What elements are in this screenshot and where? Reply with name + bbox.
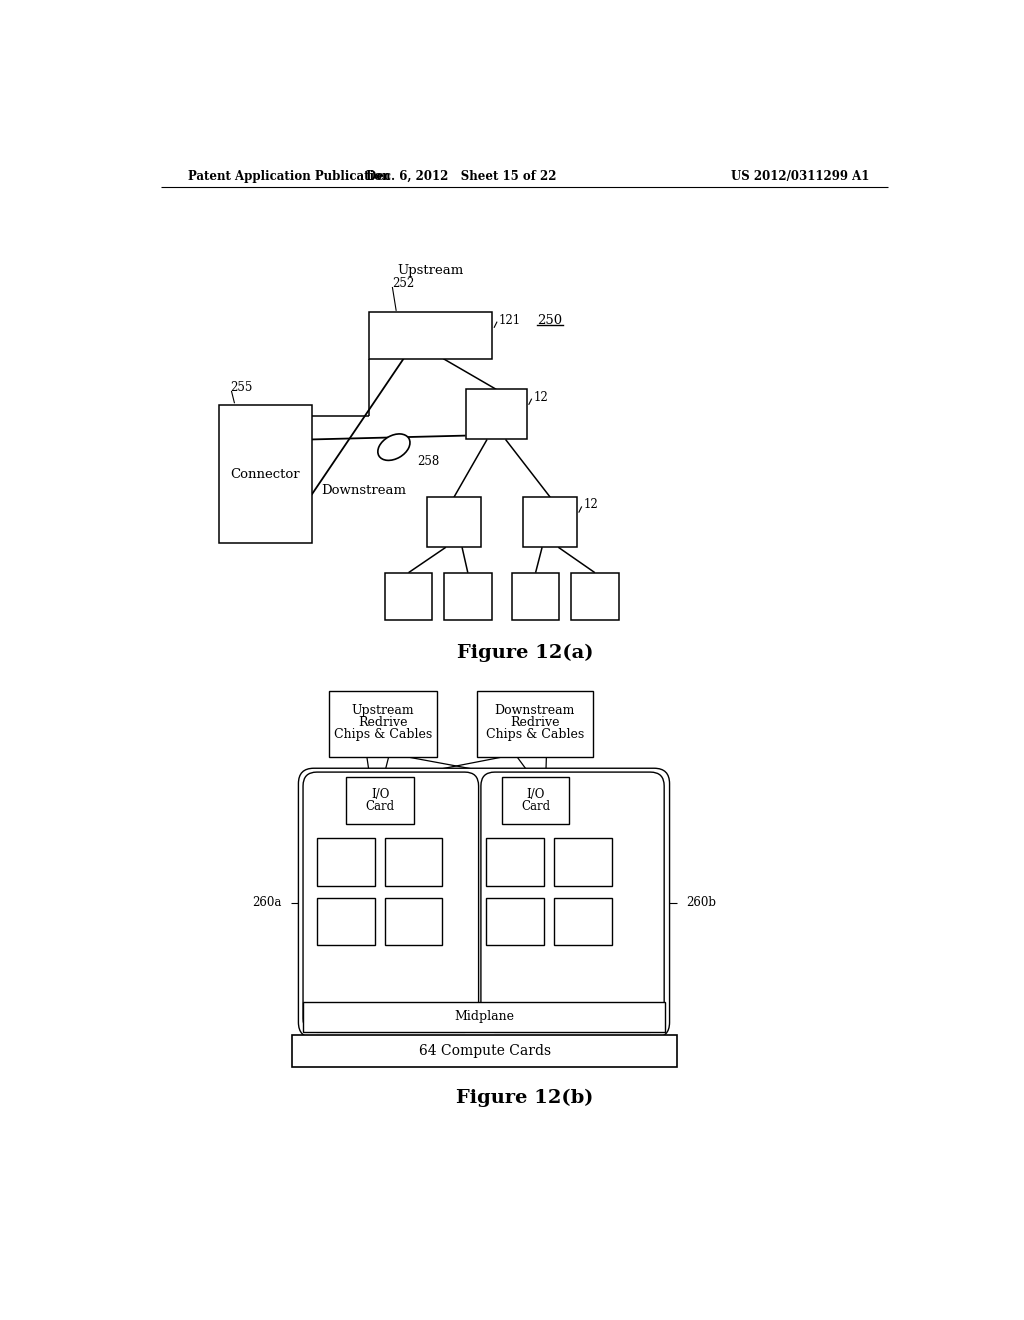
Bar — [346, 777, 414, 824]
Bar — [303, 1002, 665, 1032]
Text: Redrive: Redrive — [358, 715, 408, 729]
Bar — [292, 1035, 677, 1067]
Text: 121: 121 — [499, 314, 521, 326]
Text: I/O: I/O — [371, 788, 389, 801]
Text: Figure 12(b): Figure 12(b) — [456, 1089, 594, 1107]
Text: 252: 252 — [392, 277, 415, 289]
Bar — [385, 838, 442, 886]
FancyBboxPatch shape — [481, 772, 665, 1032]
Bar — [466, 389, 527, 440]
Text: Card: Card — [521, 800, 550, 813]
FancyBboxPatch shape — [303, 772, 478, 1032]
Text: 260b: 260b — [686, 896, 717, 909]
Text: 250: 250 — [538, 314, 562, 326]
Bar — [554, 898, 611, 945]
Bar — [554, 838, 611, 886]
Text: Figure 12(a): Figure 12(a) — [457, 644, 593, 661]
Text: Redrive: Redrive — [510, 715, 559, 729]
Text: 12: 12 — [534, 391, 548, 404]
Bar — [385, 573, 432, 620]
Bar — [330, 692, 437, 758]
Text: Upstream: Upstream — [397, 264, 464, 277]
Bar — [486, 898, 544, 945]
Text: 258: 258 — [417, 454, 439, 467]
Text: 255: 255 — [230, 381, 253, 395]
Ellipse shape — [378, 434, 410, 461]
Bar — [385, 898, 442, 945]
Text: Downstream: Downstream — [495, 704, 575, 717]
Text: Chips & Cables: Chips & Cables — [485, 727, 584, 741]
Bar — [571, 573, 618, 620]
Bar — [486, 838, 544, 886]
Bar — [316, 898, 375, 945]
Bar — [370, 313, 493, 359]
Text: Patent Application Publication: Patent Application Publication — [188, 169, 391, 182]
Text: Midplane: Midplane — [454, 1010, 514, 1023]
FancyBboxPatch shape — [298, 768, 670, 1038]
Bar — [316, 838, 375, 886]
Text: Chips & Cables: Chips & Cables — [334, 727, 432, 741]
Text: US 2012/0311299 A1: US 2012/0311299 A1 — [731, 169, 869, 182]
Bar — [512, 573, 559, 620]
Text: 64 Compute Cards: 64 Compute Cards — [419, 1044, 551, 1057]
Bar — [444, 573, 492, 620]
Text: Dec. 6, 2012   Sheet 15 of 22: Dec. 6, 2012 Sheet 15 of 22 — [367, 169, 557, 182]
Text: Card: Card — [366, 800, 394, 813]
Text: Downstream: Downstream — [321, 484, 406, 498]
Text: Upstream: Upstream — [352, 704, 415, 717]
Text: Connector: Connector — [230, 467, 300, 480]
Text: 12: 12 — [584, 499, 598, 511]
Bar — [477, 692, 593, 758]
Bar — [427, 498, 481, 548]
Text: I/O: I/O — [526, 788, 545, 801]
Bar — [523, 498, 578, 548]
Bar — [219, 405, 311, 544]
Bar — [502, 777, 569, 824]
Text: 260a: 260a — [252, 896, 282, 909]
